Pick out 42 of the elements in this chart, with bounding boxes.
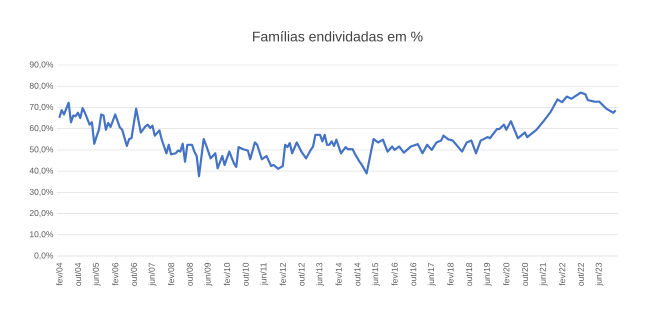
chart-title: Famílias endividadas em %: [253, 31, 423, 42]
x-tick-label: jun/09: [204, 262, 212, 286]
x-tick-label: out/12: [298, 262, 305, 286]
x-tick-label: fev/18: [447, 262, 454, 286]
x-tick-label: jun/19: [484, 262, 492, 286]
y-tick-label: 0,0%: [34, 252, 54, 260]
x-tick-label: fev/14: [336, 262, 342, 286]
x-tick-label: jun/13: [316, 262, 324, 286]
x-tick-label: out/16: [410, 262, 416, 286]
x-tick-label: out/18: [466, 262, 472, 286]
x-tick-label: out/08: [186, 262, 193, 286]
x-tick-label: jun/17: [428, 262, 436, 286]
line-series: [58, 91, 617, 178]
x-tick-label: out/10: [242, 262, 249, 286]
x-tick-label: fev/22: [559, 262, 566, 286]
x-tick-label: fev/10: [224, 262, 230, 286]
x-tick-label: jun/11: [260, 262, 268, 286]
y-tick-label: 40,0%: [30, 168, 54, 175]
x-tick-label: jun/07: [148, 262, 156, 286]
x-tick-label: jun/23: [595, 262, 604, 286]
x-tick-label: fev/08: [168, 262, 174, 286]
x-tick-label: fev/16: [391, 262, 398, 286]
y-tick-label: 10,0%: [30, 231, 54, 238]
x-tick-label: out/04: [74, 262, 82, 286]
y-tick-label: 30,0%: [30, 188, 54, 196]
y-tick-label: 80,0%: [30, 82, 54, 90]
x-tick-label: out/14: [354, 262, 360, 286]
x-tick-label: fev/12: [280, 262, 286, 286]
x-tick-label: out/22: [578, 262, 584, 286]
y-tick-label: 90,0%: [30, 61, 54, 69]
x-tick-label: fev/06: [112, 262, 118, 286]
y-tick-label: 20,0%: [30, 210, 54, 218]
x-tick-label: jun/05: [92, 262, 101, 286]
y-tick-label: 60,0%: [30, 125, 54, 132]
y-tick-label: 70,0%: [30, 104, 54, 111]
x-tick-label: fev/20: [503, 262, 510, 286]
x-tick-label: fev/04: [56, 262, 62, 286]
x-tick-label: out/06: [130, 262, 137, 286]
x-tick-label: out/20: [522, 262, 528, 286]
x-tick-label: jun/15: [372, 262, 380, 286]
x-tick-label: jun/21: [540, 262, 548, 286]
y-tick-label: 50,0%: [30, 146, 54, 154]
